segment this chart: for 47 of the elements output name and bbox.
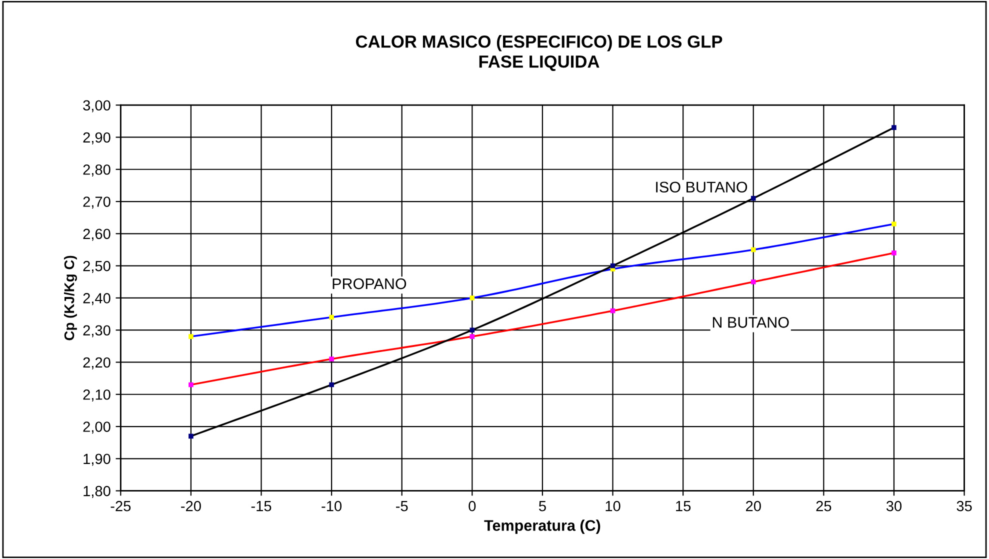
x-tick-label: -25 — [110, 500, 131, 512]
point — [750, 279, 756, 284]
series-label: N BUTANO — [712, 317, 789, 328]
y-tick-label: 2,70 — [83, 196, 110, 209]
point — [329, 314, 334, 320]
x-tick-label: 30 — [886, 500, 902, 512]
point — [892, 222, 896, 226]
x-tick-label: 35 — [956, 500, 972, 512]
point — [892, 250, 896, 256]
y-tick-label: 2,80 — [83, 164, 110, 177]
point — [188, 382, 194, 388]
y-tick-label: 1,80 — [84, 486, 110, 498]
x-tick-label: -5 — [396, 501, 408, 512]
point — [470, 334, 475, 339]
point — [188, 434, 194, 439]
x-tick-label: 25 — [816, 500, 832, 512]
y-axis-title: Cp (KJ/Kg C) — [64, 256, 77, 340]
series-label: ISO BUTANO — [656, 182, 748, 193]
x-tick-label: 10 — [606, 500, 620, 512]
x-tick-label: 5 — [538, 501, 546, 512]
y-tick-label: 2,60 — [83, 228, 110, 241]
y-tick-label: 1,90 — [84, 454, 110, 466]
point — [750, 247, 756, 252]
x-tick-label: -20 — [181, 500, 201, 512]
chart-title: CALOR MASICO (ESPECIFICO) DE LOS GLP FASE LIQUIDA — [356, 35, 722, 71]
y-tick-label: 3,00 — [83, 100, 110, 112]
point — [892, 125, 896, 130]
y-tick-label: 2,50 — [83, 260, 110, 273]
point — [329, 356, 334, 362]
x-tick-label: -10 — [322, 500, 342, 512]
point — [188, 334, 194, 339]
y-tick-label: 2,20 — [83, 357, 110, 370]
x-axis-title: Temperatura (C) — [484, 520, 600, 534]
series-label: PROPANO — [332, 278, 406, 290]
x-tick-label: 15 — [676, 501, 691, 512]
x-tick-label: 20 — [746, 500, 761, 512]
y-tick-label: 2,00 — [83, 422, 110, 434]
y-tick-label: 2,40 — [83, 293, 110, 306]
y-tick-label: 2,90 — [83, 132, 110, 144]
y-tick-label: 2,30 — [83, 325, 110, 338]
x-tick-label: -15 — [251, 501, 272, 512]
point — [470, 296, 475, 300]
point — [329, 382, 334, 388]
y-tick-label: 2,10 — [83, 389, 110, 402]
point — [750, 196, 756, 201]
x-tick-label: 0 — [468, 500, 476, 512]
point — [470, 328, 475, 332]
